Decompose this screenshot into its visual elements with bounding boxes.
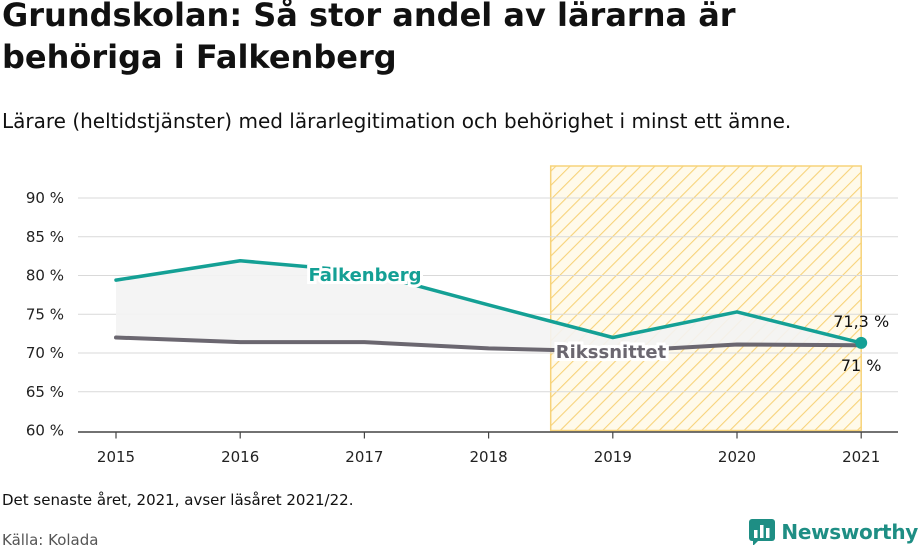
x-tick-label: 2015 xyxy=(97,448,135,466)
end-value-rikssnittet: 71 % xyxy=(841,356,882,375)
y-tick-label: 65 % xyxy=(26,383,64,401)
y-tick-label: 80 % xyxy=(26,267,64,285)
end-point-marker xyxy=(855,336,868,349)
brand-logo: Newsworthy xyxy=(749,519,918,545)
x-tick-label: 2017 xyxy=(345,448,383,466)
chart-subtitle: Lärare (heltidstjänster) med lärarlegiti… xyxy=(2,109,792,133)
x-tick-label: 2021 xyxy=(842,448,880,466)
brand-name: Newsworthy xyxy=(781,520,918,544)
x-tick-label: 2020 xyxy=(718,448,756,466)
y-tick-label: 70 % xyxy=(26,344,64,362)
x-tick-label: 2019 xyxy=(594,448,632,466)
page-title: Grundskolan: Så stor andel av lärarna är… xyxy=(2,0,736,76)
y-tick-label: 90 % xyxy=(26,189,64,207)
series-line-rikssnittet xyxy=(114,335,864,354)
series-label-falkenberg: Falkenberg xyxy=(309,265,422,286)
y-tick-label: 85 % xyxy=(26,228,64,246)
series-line-falkenberg xyxy=(114,259,863,345)
x-tick-label: 2018 xyxy=(470,448,508,466)
bar-chart-icon xyxy=(749,519,776,545)
source-note: Källa: Kolada xyxy=(2,531,99,549)
y-tick-label: 75 % xyxy=(26,305,64,323)
x-tick-label: 2016 xyxy=(221,448,259,466)
y-tick-label: 60 % xyxy=(26,422,64,440)
end-value-falkenberg: 71,3 % xyxy=(833,312,889,331)
series-label-rikssnittet: Rikssnittet xyxy=(556,342,667,363)
footnote: Det senaste året, 2021, avser läsåret 20… xyxy=(2,491,354,509)
highlight-band xyxy=(549,165,862,432)
